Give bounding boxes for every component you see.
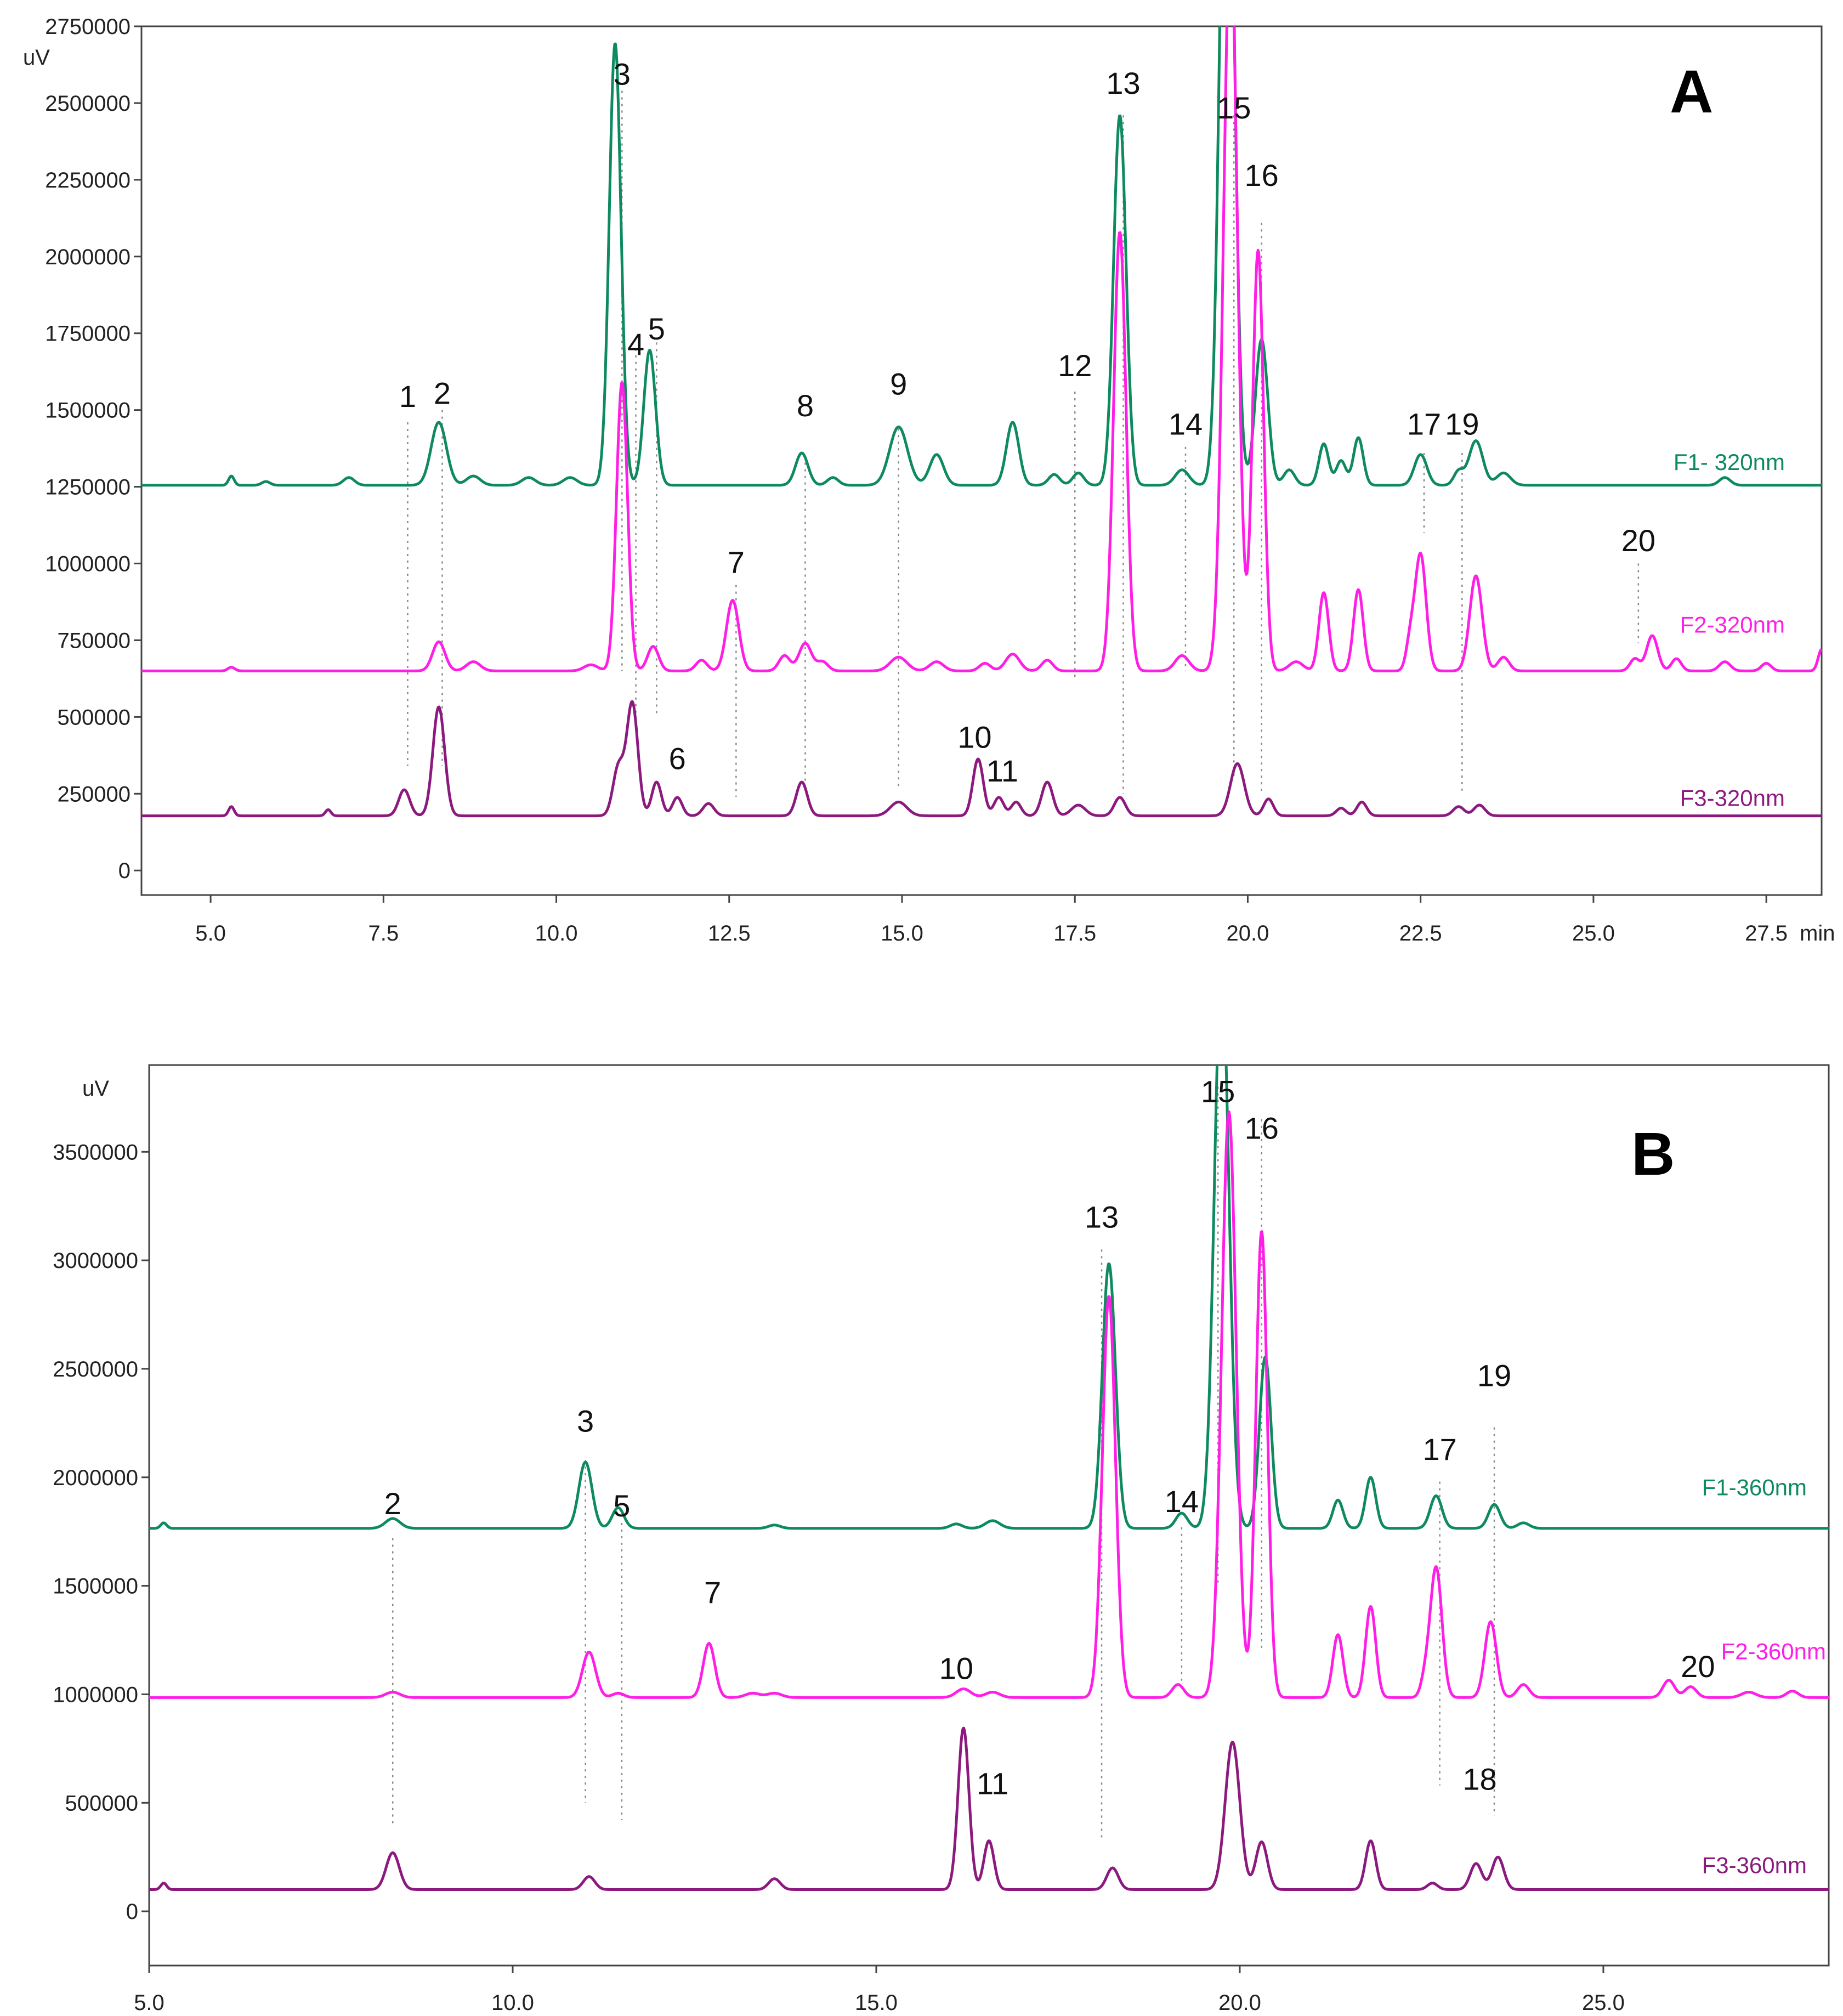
x-tick-label: 20.0 [1227, 921, 1269, 945]
y-tick-label: 1500000 [53, 1575, 138, 1599]
y-unit-label: uV [23, 46, 50, 70]
y-tick-label: 1500000 [45, 399, 131, 423]
y-tick-label: 2500000 [45, 92, 131, 116]
peak-label: 20 [1681, 1649, 1715, 1684]
peak-label: 7 [704, 1575, 721, 1610]
peak-label: 14 [1169, 406, 1203, 441]
series-label: F2-360nm [1721, 1638, 1826, 1664]
peak-label: 7 [728, 545, 745, 579]
peak-label: 15 [1217, 90, 1251, 125]
traces [141, 26, 1822, 818]
panel-letter: A [1670, 58, 1713, 126]
panel-letter: B [1631, 1120, 1675, 1188]
y-tick-label: 0 [118, 859, 131, 883]
y-tick-label: 750000 [58, 628, 131, 653]
panel-b: 0 500000 1000000 1500000 2000000 2500000 30000… [53, 1064, 1830, 2015]
peak-label: 9 [890, 367, 907, 401]
y-tick-label: 500000 [65, 1791, 138, 1815]
x-unit-label: min [1800, 921, 1835, 945]
plot-frame [140, 25, 1823, 896]
y-tick-label: 1750000 [45, 322, 131, 346]
x-tick-label: 5.0 [134, 1991, 165, 2015]
peak-label: 16 [1245, 158, 1279, 192]
series-line-f1-320nm [141, 26, 1822, 487]
x-tick-label: 12.5 [708, 921, 751, 945]
series-label: F1-360nm [1702, 1475, 1807, 1500]
peak-label: 4 [627, 327, 644, 361]
x-tick-label: 15.0 [881, 921, 923, 945]
x-tick-label: 10.0 [491, 1991, 534, 2015]
peak-label: 10 [957, 720, 991, 754]
peak-label: 19 [1445, 406, 1479, 441]
series-line-f1-360nm [149, 1065, 1829, 1530]
series-line-f2-360nm [149, 1110, 1829, 1699]
x-tick-label: 17.5 [1053, 921, 1096, 945]
y-tick-label: 0 [126, 1900, 138, 1924]
y-tick-label: 2750000 [45, 15, 131, 39]
y-tick-label: 2000000 [45, 245, 131, 269]
y-tick-label: 2500000 [53, 1357, 138, 1381]
peak-label: 5 [613, 1488, 630, 1523]
peak-label: 15 [1201, 1074, 1235, 1108]
x-tick-label: 10.0 [535, 921, 578, 945]
series-label: F2-320nm [1680, 611, 1785, 637]
peak-label: 2 [434, 376, 451, 410]
x-tick-label: 7.5 [368, 921, 399, 945]
y-tick-label: 1000000 [53, 1683, 138, 1707]
x-tick-label: 27.5 [1745, 921, 1788, 945]
series-line-f3-320nm [141, 700, 1822, 818]
peak-label: 17 [1407, 406, 1441, 441]
peak-label: 16 [1245, 1111, 1279, 1146]
peak-label: 14 [1165, 1484, 1199, 1519]
series-line-f2-320nm [141, 26, 1822, 672]
y-tick-label: 1000000 [45, 552, 131, 576]
y-tick-label: 1250000 [45, 475, 131, 500]
traces [149, 1065, 1829, 1891]
peak-label: 13 [1085, 1200, 1119, 1234]
peak-label: 2 [384, 1486, 401, 1521]
y-tick-label: 2000000 [53, 1466, 138, 1490]
x-tick-label: 5.0 [195, 921, 226, 945]
x-tick-label: 22.5 [1399, 921, 1442, 945]
series-label: F3-320nm [1680, 785, 1785, 811]
peak-label: 1 [399, 379, 416, 414]
peak-label: 6 [669, 741, 686, 776]
series-label: F1- 320nm [1674, 449, 1785, 475]
peak-label: 11 [977, 1766, 1008, 1800]
peak-label: 3 [614, 56, 631, 91]
series-label: F3-360nm [1702, 1853, 1807, 1878]
plot-frame [148, 1064, 1830, 1967]
y-tick-label: 3500000 [53, 1140, 138, 1164]
y-tick-label: 2250000 [45, 168, 131, 192]
peak-label: 11 [986, 754, 1018, 788]
x-tick-label: 25.0 [1582, 1991, 1625, 2015]
peak-label: 10 [939, 1651, 973, 1686]
x-tick-label: 20.0 [1218, 1991, 1261, 2015]
y-unit-label: uV [82, 1077, 109, 1101]
peak-label: 3 [577, 1404, 594, 1439]
peak-label: 12 [1058, 348, 1092, 383]
panel-a: 0 250000 500000 750000 1000000 1250000 1500000… [23, 15, 1835, 945]
x-tick-label: 15.0 [855, 1991, 898, 2015]
peak-label: 13 [1106, 66, 1140, 100]
x-tick-label: 25.0 [1572, 921, 1615, 945]
series-line-f3-360nm [149, 1726, 1829, 1891]
peak-label: 5 [648, 312, 665, 346]
peak-label: 20 [1621, 523, 1655, 558]
peak-label: 8 [797, 388, 814, 423]
peak-label: 18 [1462, 1762, 1496, 1797]
y-tick-label: 500000 [58, 705, 131, 729]
peak-label: 19 [1477, 1358, 1511, 1393]
peak-label: 17 [1422, 1432, 1456, 1466]
y-tick-label: 3000000 [53, 1249, 138, 1273]
y-tick-label: 250000 [58, 782, 131, 806]
